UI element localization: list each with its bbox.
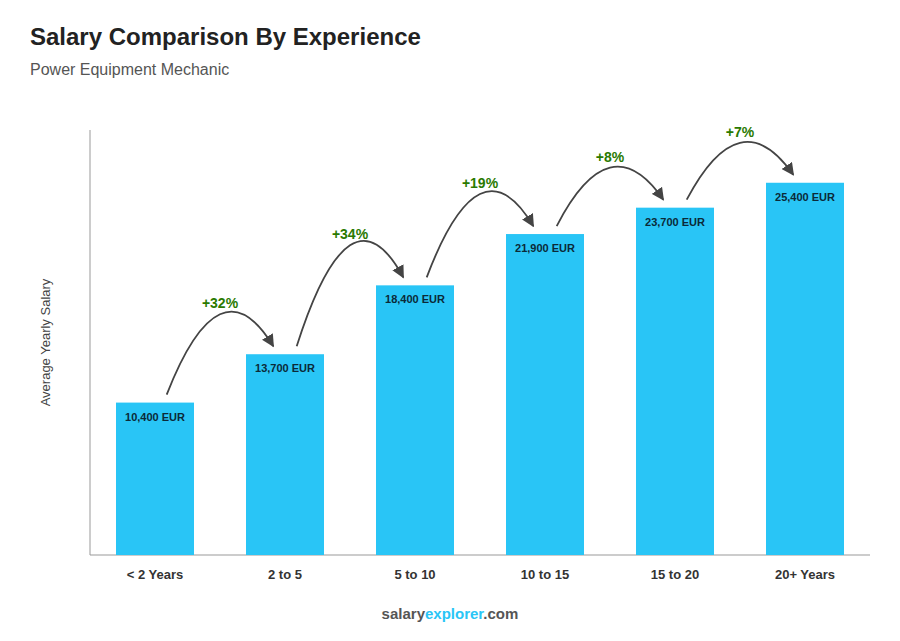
data-label: 13,700 EUR <box>255 362 315 374</box>
x-tick-label: < 2 Years <box>127 567 184 582</box>
data-label: 23,700 EUR <box>645 216 705 228</box>
data-label: 10,400 EUR <box>125 411 185 423</box>
x-tick-label: 15 to 20 <box>651 567 699 582</box>
data-label: 21,900 EUR <box>515 242 575 254</box>
annotation: +19% <box>462 175 499 191</box>
bars <box>116 183 844 555</box>
x-tick-label: 10 to 15 <box>521 567 569 582</box>
change-arrow <box>297 241 404 346</box>
annotation: +7% <box>726 124 755 140</box>
watermark-part: salary <box>382 605 426 622</box>
title: Salary Comparison By Experience <box>30 23 421 50</box>
data-label: 18,400 EUR <box>385 293 445 305</box>
bar <box>376 285 454 555</box>
change-arrow <box>427 191 534 277</box>
watermark-part: .com <box>483 605 518 622</box>
change-arrow <box>687 142 794 200</box>
annotation: +34% <box>332 226 369 242</box>
annotation: +8% <box>596 149 625 165</box>
annotation: +32% <box>202 295 239 311</box>
watermark: salaryexplorer.com <box>382 605 519 622</box>
change-arrow <box>167 312 274 395</box>
watermark-part: explorer <box>425 605 484 622</box>
data-label: 25,400 EUR <box>775 191 835 203</box>
x-tick-label: 5 to 10 <box>394 567 435 582</box>
chart: Salary Comparison By Experience Power Equ… <box>0 0 900 641</box>
x-tick-label: 20+ Years <box>775 567 835 582</box>
chart-container: Salary Comparison By Experience Power Equ… <box>0 0 900 641</box>
x-tick-label: 2 to 5 <box>268 567 302 582</box>
subtitle: Power Equipment Mechanic <box>30 61 229 78</box>
change-arrow <box>557 167 664 226</box>
bar <box>766 183 844 555</box>
bar <box>506 234 584 555</box>
y-axis-label: Average Yearly Salary <box>38 278 53 406</box>
x-axis-line <box>90 555 870 556</box>
bar <box>116 403 194 555</box>
bar <box>636 208 714 555</box>
bar <box>246 354 324 555</box>
y-axis-line <box>90 130 91 555</box>
